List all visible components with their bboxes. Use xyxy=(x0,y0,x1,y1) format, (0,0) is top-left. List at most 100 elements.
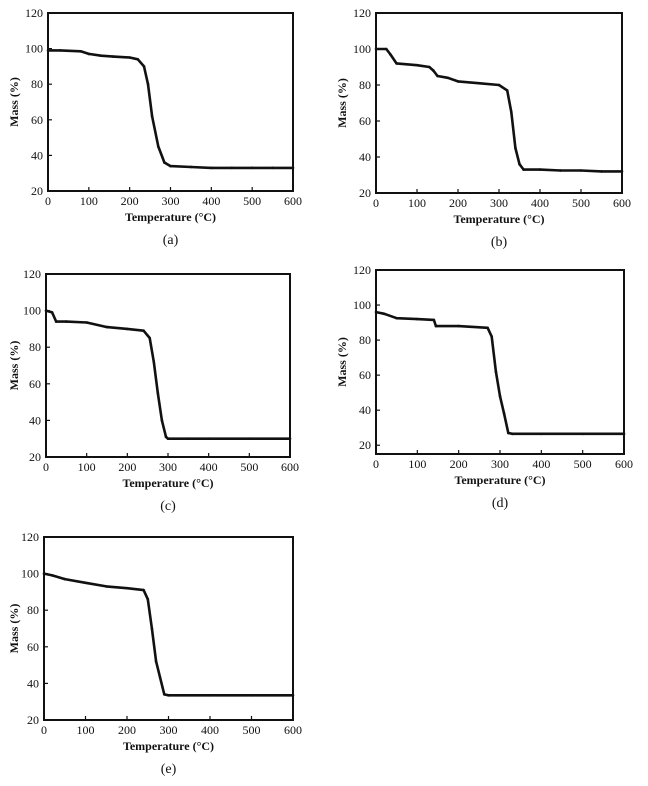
data-point xyxy=(510,110,513,114)
data-point xyxy=(84,581,87,585)
x-tick-label: 0 xyxy=(41,723,47,737)
y-tick-label: 60 xyxy=(359,114,371,128)
x-tick-label: 200 xyxy=(449,196,467,210)
y-tick-label: 40 xyxy=(359,403,371,417)
x-axis-title: Temperature (°C) xyxy=(125,210,216,224)
y-tick-label: 100 xyxy=(353,298,371,312)
data-point xyxy=(207,437,210,440)
data-point xyxy=(58,49,62,52)
y-axis-title: Mass (%) xyxy=(7,604,21,654)
data-point xyxy=(502,412,506,415)
x-tick-label: 400 xyxy=(201,723,219,737)
data-point xyxy=(169,164,172,168)
data-point xyxy=(142,588,145,592)
data-point xyxy=(163,693,166,696)
data-point xyxy=(85,321,88,324)
data-point xyxy=(105,325,109,329)
data-point xyxy=(136,57,140,61)
data-point xyxy=(384,47,388,51)
x-tick-label: 0 xyxy=(43,460,49,474)
panel-label: (a) xyxy=(163,233,179,248)
data-point xyxy=(540,432,543,436)
chart-panel-b: 0 100 200 300 400 500 600 20 40 60 80 100 120 Tempera… xyxy=(328,0,648,260)
data-point xyxy=(44,309,48,312)
data-point xyxy=(63,577,67,581)
tga-chart-d: 0 100 200 300 400 500 600 20 40 60 80 100 120 Tempera… xyxy=(335,263,633,511)
data-point xyxy=(581,432,584,436)
x-tick-label: 500 xyxy=(240,460,258,474)
x-tick-label: 300 xyxy=(162,194,180,208)
data-point xyxy=(446,76,450,80)
tga-chart-a: 0 100 200 300 400 500 600 20 40 60 80 100 120 Tempera… xyxy=(7,6,302,248)
data-point xyxy=(559,169,562,172)
y-tick-label: 100 xyxy=(25,42,43,56)
data-point xyxy=(415,63,419,67)
data-point xyxy=(538,168,542,171)
chart-panel-e: 0 100 200 300 400 500 600 20 40 60 80 100 120 Tempera… xyxy=(0,524,320,784)
data-point xyxy=(142,329,145,333)
x-tick-label: 400 xyxy=(200,460,218,474)
y-tick-label: 80 xyxy=(27,603,39,617)
x-tick-label: 500 xyxy=(574,457,592,471)
data-point xyxy=(486,326,489,330)
y-tick-label: 20 xyxy=(27,713,39,727)
y-tick-label: 40 xyxy=(29,413,41,427)
data-point xyxy=(477,81,480,85)
y-tick-label: 20 xyxy=(359,438,371,452)
data-point xyxy=(395,62,398,65)
y-tick-label: 80 xyxy=(359,78,371,92)
data-point xyxy=(291,693,295,697)
tga-chart-c: 0 100 200 300 400 500 600 20 40 60 80 100 120 Tempera… xyxy=(7,267,299,514)
data-point xyxy=(166,437,170,440)
data-point xyxy=(189,165,193,169)
data-point xyxy=(164,435,168,439)
y-tick-label: 120 xyxy=(353,6,371,20)
data-point xyxy=(374,310,378,314)
data-point xyxy=(522,168,525,171)
x-tick-label: 600 xyxy=(281,460,299,474)
x-tick-label: 100 xyxy=(78,460,96,474)
x-axis-title: Temperature (°C) xyxy=(453,212,544,226)
data-point xyxy=(250,166,254,170)
y-tick-label: 20 xyxy=(31,184,43,198)
y-tick-label: 20 xyxy=(29,450,41,464)
data-point xyxy=(142,65,146,68)
data-point xyxy=(432,69,435,72)
y-tick-label: 80 xyxy=(359,333,371,347)
y-tick-label: 60 xyxy=(359,368,371,382)
y-axis-title: Mass (%) xyxy=(335,78,349,128)
y-tick-label: 60 xyxy=(31,113,43,127)
tga-chart-b: 0 100 200 300 400 500 600 20 40 60 80 100 120 Tempera… xyxy=(335,6,631,250)
data-point xyxy=(104,585,108,588)
x-tick-label: 0 xyxy=(373,457,379,471)
data-point xyxy=(156,391,160,395)
x-tick-label: 100 xyxy=(408,457,426,471)
panel-label: (b) xyxy=(491,235,508,250)
plot-frame xyxy=(47,12,294,192)
x-axis-title: Temperature (°C) xyxy=(123,739,214,753)
x-axis-title: Temperature (°C) xyxy=(454,473,545,487)
x-tick-label: 600 xyxy=(613,196,631,210)
y-tick-label: 120 xyxy=(21,530,39,544)
x-tick-label: 100 xyxy=(77,723,95,737)
data-point xyxy=(514,146,517,150)
x-tick-label: 200 xyxy=(118,723,136,737)
plot-frame xyxy=(375,269,625,455)
data-point xyxy=(87,52,91,56)
x-tick-label: 600 xyxy=(284,723,302,737)
data-point xyxy=(152,360,156,364)
data-point xyxy=(620,170,624,173)
x-tick-label: 400 xyxy=(202,194,220,208)
data-point xyxy=(158,676,162,680)
data-point xyxy=(456,80,460,83)
data-point xyxy=(579,169,583,172)
data-point xyxy=(167,693,170,697)
data-point xyxy=(154,660,158,663)
mass-loss-curve xyxy=(376,47,622,173)
y-tick-label: 120 xyxy=(23,267,41,281)
mass-loss-curve xyxy=(48,49,293,170)
data-point xyxy=(187,437,190,440)
chart-panel-d: 0 100 200 300 400 500 600 20 40 60 80 100 120 Tempera… xyxy=(328,262,648,522)
data-point xyxy=(51,574,54,577)
y-axis-title: Mass (%) xyxy=(7,341,21,391)
